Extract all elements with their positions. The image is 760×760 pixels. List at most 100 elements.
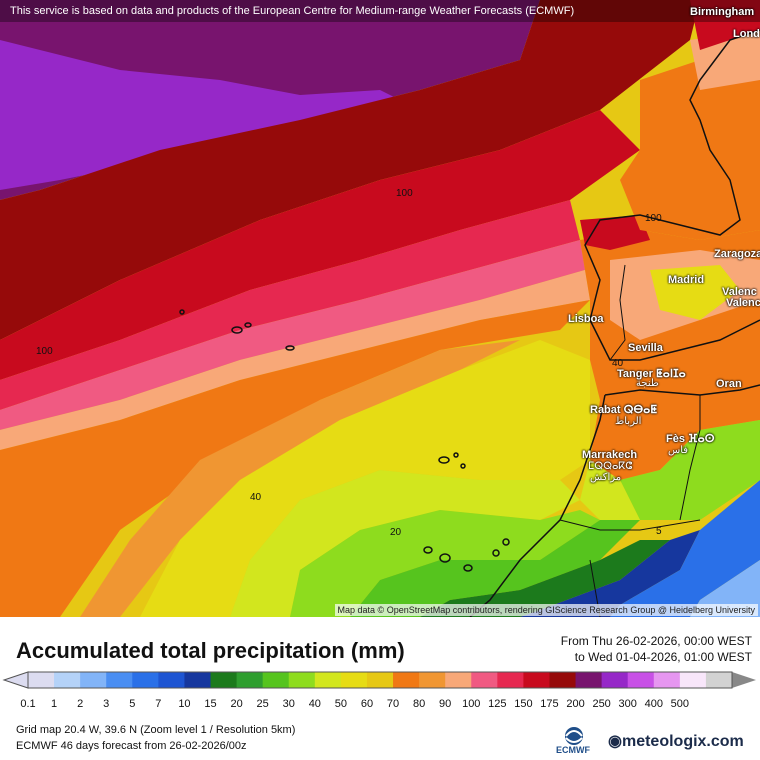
scale-tick-label: 90 [439, 698, 452, 710]
scale-tick-label: 0.1 [20, 698, 36, 710]
scale-tick-label: 125 [488, 698, 507, 710]
scale-cell [523, 672, 550, 688]
scale-cell [340, 672, 368, 688]
scale-cell [132, 672, 159, 688]
band-darkred [0, 0, 700, 340]
scale-tick-label: 150 [514, 698, 533, 710]
city-birmingham[interactable]: Birmingham [690, 6, 755, 18]
city-rabat[interactable]: Rabat ⵕⴱⴰⵟ [590, 404, 658, 416]
scale-cell [705, 672, 733, 688]
precipitation-map[interactable]: This service is based on data and produc… [0, 0, 760, 617]
band-yellowgreen [230, 470, 580, 617]
scale-tick-label: 70 [386, 698, 400, 710]
scale-tick-label: 175 [540, 698, 559, 710]
city-zaragoza[interactable]: Zaragoza [714, 248, 760, 260]
scale-arrow-left [2, 671, 29, 689]
meteologix-brand[interactable]: ◉meteologix.com [608, 733, 744, 750]
band-france-orange [620, 60, 760, 240]
grid-info: Grid map 20.4 W, 39.6 N (Zoom level 1 / … [16, 724, 296, 736]
color-scale-ticks: 0.1 1 2 3 5 7 10 15 20 25 30 40 50 60 70 80 90 100 125 150 1… [0, 698, 760, 712]
scale-cell [314, 672, 342, 688]
band-skyblue [690, 560, 760, 617]
scale-cell [236, 672, 264, 688]
scale-tick-label: 60 [360, 698, 374, 710]
meteologix-logo-icon: ◉ [608, 733, 622, 750]
scale-cell [497, 672, 524, 688]
scale-cell [28, 672, 55, 688]
scale-tick-label: 80 [412, 698, 426, 710]
scale-tick-label: 250 [592, 698, 611, 710]
border-lines [559, 264, 701, 617]
city-lisboa[interactable]: Lisboa [568, 313, 604, 325]
scale-tick-label: 300 [618, 698, 637, 710]
band-africa-yellow [580, 460, 640, 520]
scale-tick-label: 25 [256, 698, 269, 710]
scale-cell [601, 672, 629, 688]
band-green [350, 520, 640, 617]
city-fes[interactable]: Fès ⴼⴰⵙ [666, 433, 715, 445]
period-to: to Wed 01-04-2026, 01:00 WEST [574, 650, 752, 664]
band-light-orange [80, 340, 520, 617]
scale-tick-label: 7 [155, 698, 162, 710]
scale-cell [445, 672, 472, 688]
band-iberia-yellow [650, 265, 740, 320]
city-madrid[interactable]: Madrid [668, 274, 705, 286]
city-sevilla[interactable]: Sevilla [628, 342, 663, 354]
band-darkgreen [420, 540, 670, 617]
contour-label: 40 [612, 358, 624, 369]
scale-tick-label: 1 [51, 698, 58, 710]
forecast-info: ECMWF 46 days forecast from 26-02-2026/0… [16, 740, 247, 752]
band-uk-red [690, 0, 760, 50]
city-rabat-arabic: الرباط [615, 416, 642, 427]
scale-cell [419, 672, 446, 688]
contour-label: 100 [645, 213, 662, 224]
scale-cell [288, 672, 316, 688]
ecmwf-disclaimer: This service is based on data and produc… [0, 0, 760, 22]
scale-frame [27, 671, 733, 689]
contour-label: 40 [250, 492, 262, 503]
scale-tick-label: 30 [282, 698, 295, 710]
canary-islands [423, 538, 510, 572]
scale-tick-label: 2 [77, 698, 84, 710]
scale-cell [54, 672, 81, 688]
scale-tick-label: 400 [644, 698, 663, 710]
band-pink [0, 240, 585, 430]
scale-tick-label: 20 [230, 698, 243, 710]
scale-cell [575, 672, 603, 688]
scale-cell [106, 672, 133, 688]
scale-tick-label: 500 [670, 698, 690, 710]
madeira-islands [438, 452, 466, 469]
ecmwf-logo-icon [565, 727, 583, 745]
scale-cell [549, 672, 577, 688]
band-red [0, 110, 640, 380]
contour-label: 20 [390, 527, 402, 538]
azores-islands [179, 309, 295, 351]
contour-label: 100 [36, 346, 53, 357]
ecmwf-logo-text: ECMWF [556, 745, 590, 755]
band-yellow [140, 340, 590, 617]
scale-tick-label: 100 [462, 698, 481, 710]
scale-tick-label: 5 [129, 698, 136, 710]
city-marrakech[interactable]: Marrakech [582, 449, 638, 461]
contour-label: 100 [396, 188, 413, 199]
scale-cell [80, 672, 107, 688]
city-oran[interactable]: Oran [716, 378, 742, 390]
band-orange [0, 300, 590, 617]
contour-label: 5 [656, 526, 662, 537]
city-marrakech-tifinagh: ⵎⵕⵕⴰⴽⵛ [588, 461, 633, 472]
scale-cell [471, 672, 498, 688]
city-tanger[interactable]: Tanger ⵟⴰⵏⵊⴰ [617, 368, 686, 380]
period-from: From Thu 26-02-2026, 00:00 WEST [560, 634, 752, 648]
map-attribution: Map data © OpenStreetMap contributors, r… [334, 604, 758, 616]
band-blue [610, 480, 760, 617]
scale-arrow-right [732, 672, 756, 688]
city-valencia-2[interactable]: Valenc [726, 297, 760, 309]
precipitation-field [0, 0, 760, 617]
city-fes-arabic: فاس [668, 445, 689, 456]
scale-cell [393, 672, 420, 688]
scale-tick-label: 15 [204, 698, 217, 710]
city-london[interactable]: Lond [733, 28, 760, 40]
band-lime [290, 510, 600, 617]
city-valencia-1[interactable]: Valenc [722, 286, 757, 298]
scale-cell [158, 672, 185, 688]
